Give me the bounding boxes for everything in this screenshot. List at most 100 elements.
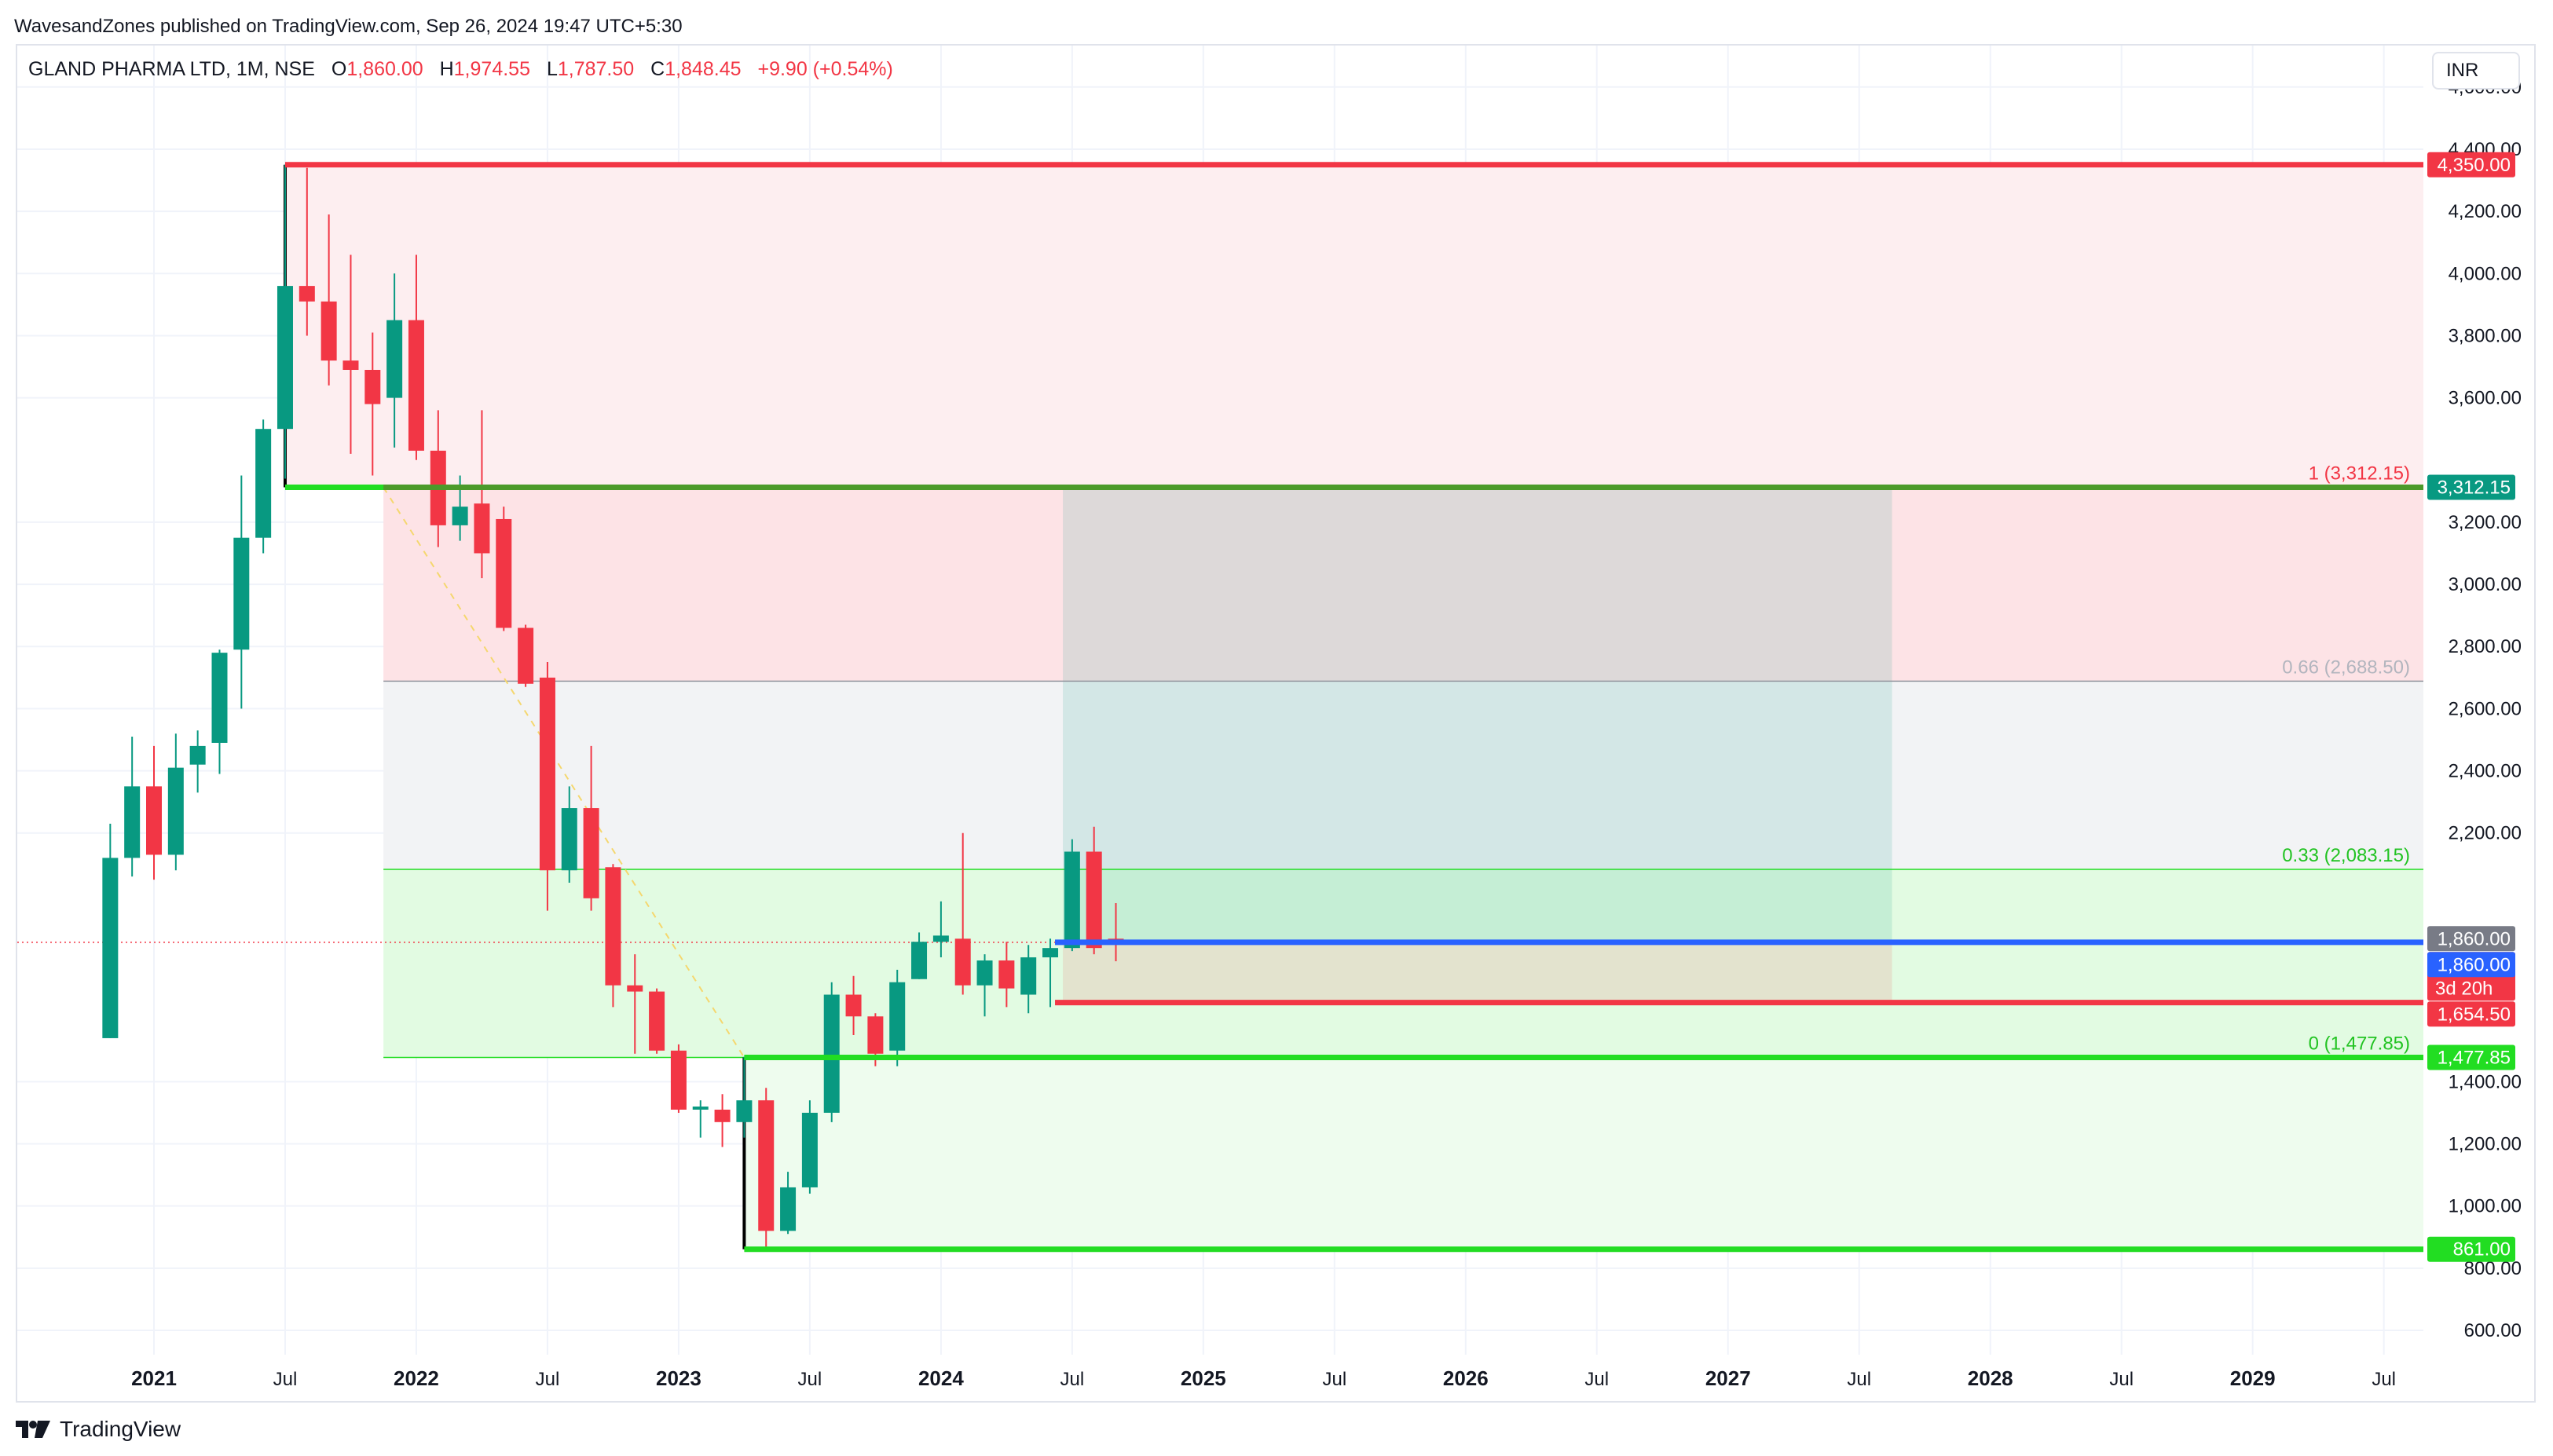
candle-body [670, 1050, 687, 1110]
price-tag [2427, 1236, 2515, 1262]
fib-label-033: 0.33 (2,083.15) [2282, 845, 2410, 866]
price-tag [2427, 1044, 2515, 1070]
ohlc-legend: GLAND PHARMA LTD, 1M, NSE O1,860.00 H1,9… [28, 58, 893, 81]
chart-frame [16, 44, 2536, 1403]
x-tick-label: 2028 [1968, 1366, 2013, 1390]
x-tick-label: Jul [1584, 1369, 1609, 1390]
candle-body [233, 537, 250, 650]
fib-zone-033-0 [383, 869, 2424, 1058]
published-caption: WavesandZones published on TradingView.c… [14, 16, 683, 37]
y-tick-label: 1,200.00 [2449, 1134, 2522, 1155]
candle-body [277, 286, 293, 430]
y-tick-label: 2,400.00 [2449, 761, 2522, 782]
candle-body [867, 1016, 884, 1054]
tradingview-logo-icon [16, 1421, 50, 1438]
x-tick-label: 2023 [656, 1366, 701, 1390]
price-tag-label: 1,860.00 [2438, 928, 2511, 949]
candle-body [823, 994, 840, 1113]
x-tick-label: Jul [798, 1369, 822, 1390]
candle-body [102, 858, 119, 1038]
currency-button[interactable]: INR [2432, 52, 2520, 90]
candle-body [583, 808, 599, 898]
price-tag-label: 1,654.50 [2438, 1004, 2511, 1025]
x-tick-label: 2026 [1443, 1366, 1489, 1390]
y-tick-label: 1,400.00 [2449, 1071, 2522, 1092]
candle-body [1086, 851, 1102, 949]
candle-body [320, 301, 337, 361]
open-key: O [331, 58, 347, 80]
y-tick-label: 4,000.00 [2449, 263, 2522, 284]
x-tick-label: 2022 [394, 1366, 439, 1390]
candle-body [299, 286, 315, 302]
candle-body [627, 985, 643, 992]
candle-body [780, 1187, 797, 1231]
candle-body [189, 745, 206, 765]
candle-body [364, 369, 381, 404]
x-tick-label: Jul [536, 1369, 560, 1390]
price-tag-countdown: 3d 20h [2435, 978, 2493, 999]
fib-label-066: 0.66 (2,688.50) [2282, 657, 2410, 678]
x-tick-label: Jul [1847, 1369, 1871, 1390]
fib-label-1: 1 (3,312.15) [2309, 463, 2410, 485]
candle-body [976, 960, 993, 986]
low-key: L [546, 58, 558, 80]
y-tick-label: 3,800.00 [2449, 325, 2522, 346]
candle-body [408, 320, 424, 451]
price-tag-label: 1,477.85 [2438, 1048, 2511, 1069]
y-tick-label: 600.00 [2464, 1320, 2522, 1341]
price-tag [2427, 926, 2515, 952]
symbol-label[interactable]: GLAND PHARMA LTD, 1M, NSE [28, 58, 315, 80]
candle-body [561, 808, 577, 871]
high-key: H [439, 58, 454, 80]
y-tick-label: 1,000.00 [2449, 1196, 2522, 1217]
candle-body [736, 1100, 753, 1122]
candle-body [539, 677, 555, 871]
brand-label: TradingView [60, 1417, 181, 1441]
x-tick-label: 2027 [1705, 1366, 1751, 1390]
candle-body [255, 429, 272, 538]
open-value: 1,860.00 [346, 58, 423, 80]
y-tick-label: 2,800.00 [2449, 636, 2522, 657]
upper-red-zone [284, 164, 2424, 488]
lower-green-zone [744, 1057, 2424, 1249]
candle-body [167, 767, 184, 855]
x-tick-label: 2029 [2230, 1366, 2276, 1390]
fib-zone-066-033 [383, 681, 2424, 869]
price-tag [2427, 152, 2515, 177]
high-value: 1,974.55 [453, 58, 530, 80]
y-tick-label: 3,200.00 [2449, 512, 2522, 533]
candle-body [124, 786, 141, 858]
position-loss-zone [1063, 942, 1892, 1003]
candle-body [932, 935, 949, 942]
candle-body [1020, 957, 1037, 995]
candle-body [889, 982, 906, 1051]
candle-body [452, 507, 468, 525]
fib-label-0: 0 (1,477.85) [2309, 1033, 2410, 1055]
position-profit-zone [1063, 487, 1892, 942]
candle-body [342, 360, 359, 370]
x-tick-label: Jul [273, 1369, 298, 1390]
candle-body [954, 938, 971, 986]
x-tick-label: Jul [2372, 1369, 2396, 1390]
candle-body [1042, 948, 1059, 958]
candle-body [911, 942, 928, 979]
tradingview-brand[interactable]: TradingView [14, 1414, 181, 1445]
y-tick-label: 2,600.00 [2449, 698, 2522, 719]
price-tag-label: 3,312.15 [2438, 477, 2511, 499]
candle-body [146, 786, 162, 855]
price-tag [2427, 474, 2515, 500]
candle-body [605, 867, 621, 986]
x-tick-label: Jul [1322, 1369, 1346, 1390]
price-tag-label: 861.00 [2453, 1239, 2511, 1260]
change-value: +9.90 (+0.54%) [757, 58, 893, 80]
close-key: C [650, 58, 665, 80]
candle-body [758, 1100, 775, 1231]
x-tick-label: Jul [2109, 1369, 2134, 1390]
fib-zone-1-066 [383, 487, 2424, 682]
x-tick-label: Jul [1060, 1369, 1085, 1390]
y-tick-label: 2,200.00 [2449, 823, 2522, 844]
candle-body [474, 503, 490, 554]
candle-body [1064, 851, 1080, 949]
candle-body [845, 994, 862, 1017]
